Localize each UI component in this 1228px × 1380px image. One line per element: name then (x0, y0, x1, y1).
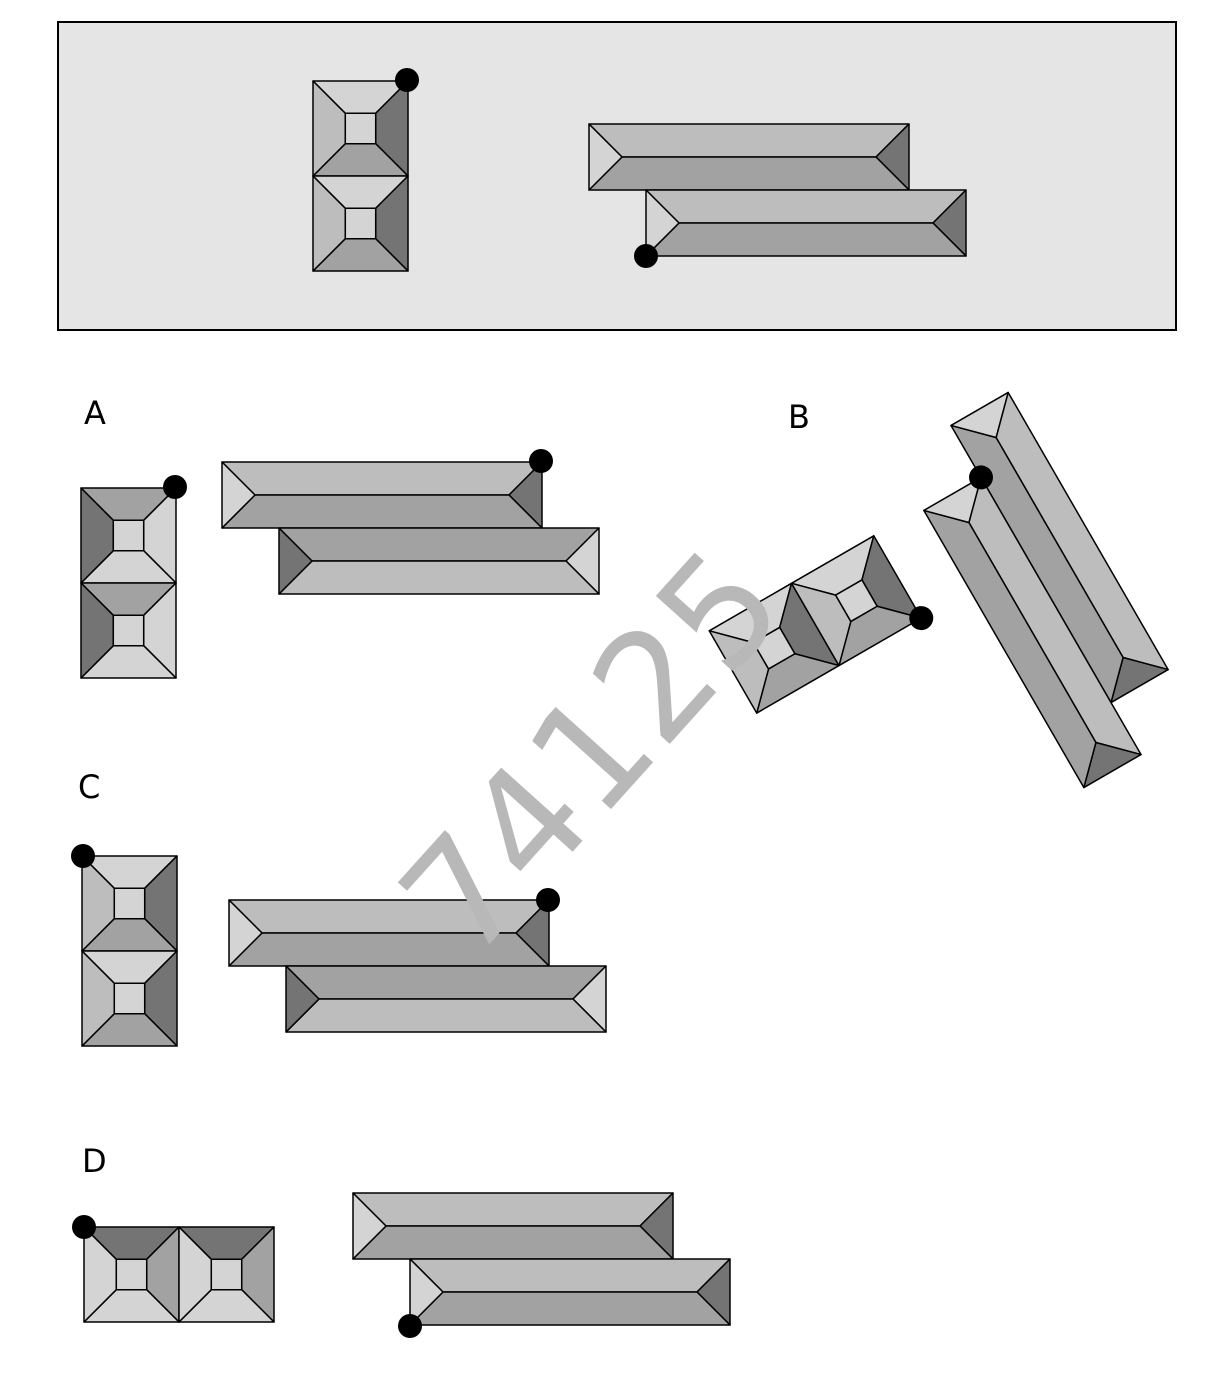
bar-face-left (221, 461, 256, 529)
bar-face-top (409, 1258, 731, 1293)
option-d-bars (352, 1192, 731, 1338)
bevel-face-center (344, 207, 377, 240)
marker-dot (529, 449, 553, 473)
option-label-c: C (78, 768, 100, 806)
marker-dot (163, 475, 187, 499)
bar-face-bottom (278, 560, 600, 595)
bar-face-left (409, 1258, 444, 1326)
reference-bars (588, 123, 967, 268)
option-a-stacked-squares (80, 475, 187, 679)
option-b-squares (708, 535, 934, 714)
marker-dot (536, 888, 560, 912)
marker-dot (969, 465, 994, 490)
bar-face-bottom (352, 1225, 674, 1260)
option-b-bars (923, 391, 1169, 789)
bar-face-left (950, 391, 1009, 439)
option-c-bars (228, 888, 607, 1033)
bevel-face-center (113, 887, 146, 920)
bar-face-left (228, 899, 263, 967)
marker-dot (72, 1215, 96, 1239)
marker-dot (398, 1314, 422, 1338)
bevel-face-center (112, 614, 145, 647)
bar-face-top (221, 461, 543, 496)
option-a-bars (221, 449, 600, 595)
bar-face-left (285, 965, 320, 1033)
bevel-face-center (113, 982, 146, 1015)
bar-face-left (352, 1192, 387, 1260)
bevel-face-center (210, 1258, 243, 1291)
bar-face-left (923, 476, 982, 524)
bevel-face-center (112, 519, 145, 552)
bevel-face-center (115, 1258, 148, 1291)
bevel-face-center (834, 579, 878, 623)
bevel-face-center (752, 626, 796, 670)
option-label-b: B (788, 398, 810, 436)
option-label-a: A (84, 394, 106, 432)
bar-face-bottom (285, 998, 607, 1033)
marker-dot (71, 844, 95, 868)
marker-dot (634, 244, 658, 268)
reference-stacked-squares (312, 68, 419, 272)
bar-face-bottom (409, 1291, 731, 1326)
bar-face-bottom (645, 222, 967, 257)
bar-face-bottom (221, 494, 543, 529)
bar-face-top (352, 1192, 674, 1227)
bevel-face-center (344, 112, 377, 145)
bar-face-top (588, 123, 910, 158)
bar-face-left (645, 189, 680, 257)
option-label-d: D (82, 1142, 107, 1180)
option-d-side-squares (72, 1215, 275, 1323)
marker-dot (395, 68, 419, 92)
bar-face-left (588, 123, 623, 191)
option-c-stacked-squares (71, 844, 178, 1047)
bar-face-top (645, 189, 967, 224)
bar-face-left (278, 527, 313, 595)
bar-face-bottom (588, 156, 910, 191)
bar-face-top (285, 965, 607, 1000)
marker-dot (909, 606, 934, 631)
bar-face-top (278, 527, 600, 562)
